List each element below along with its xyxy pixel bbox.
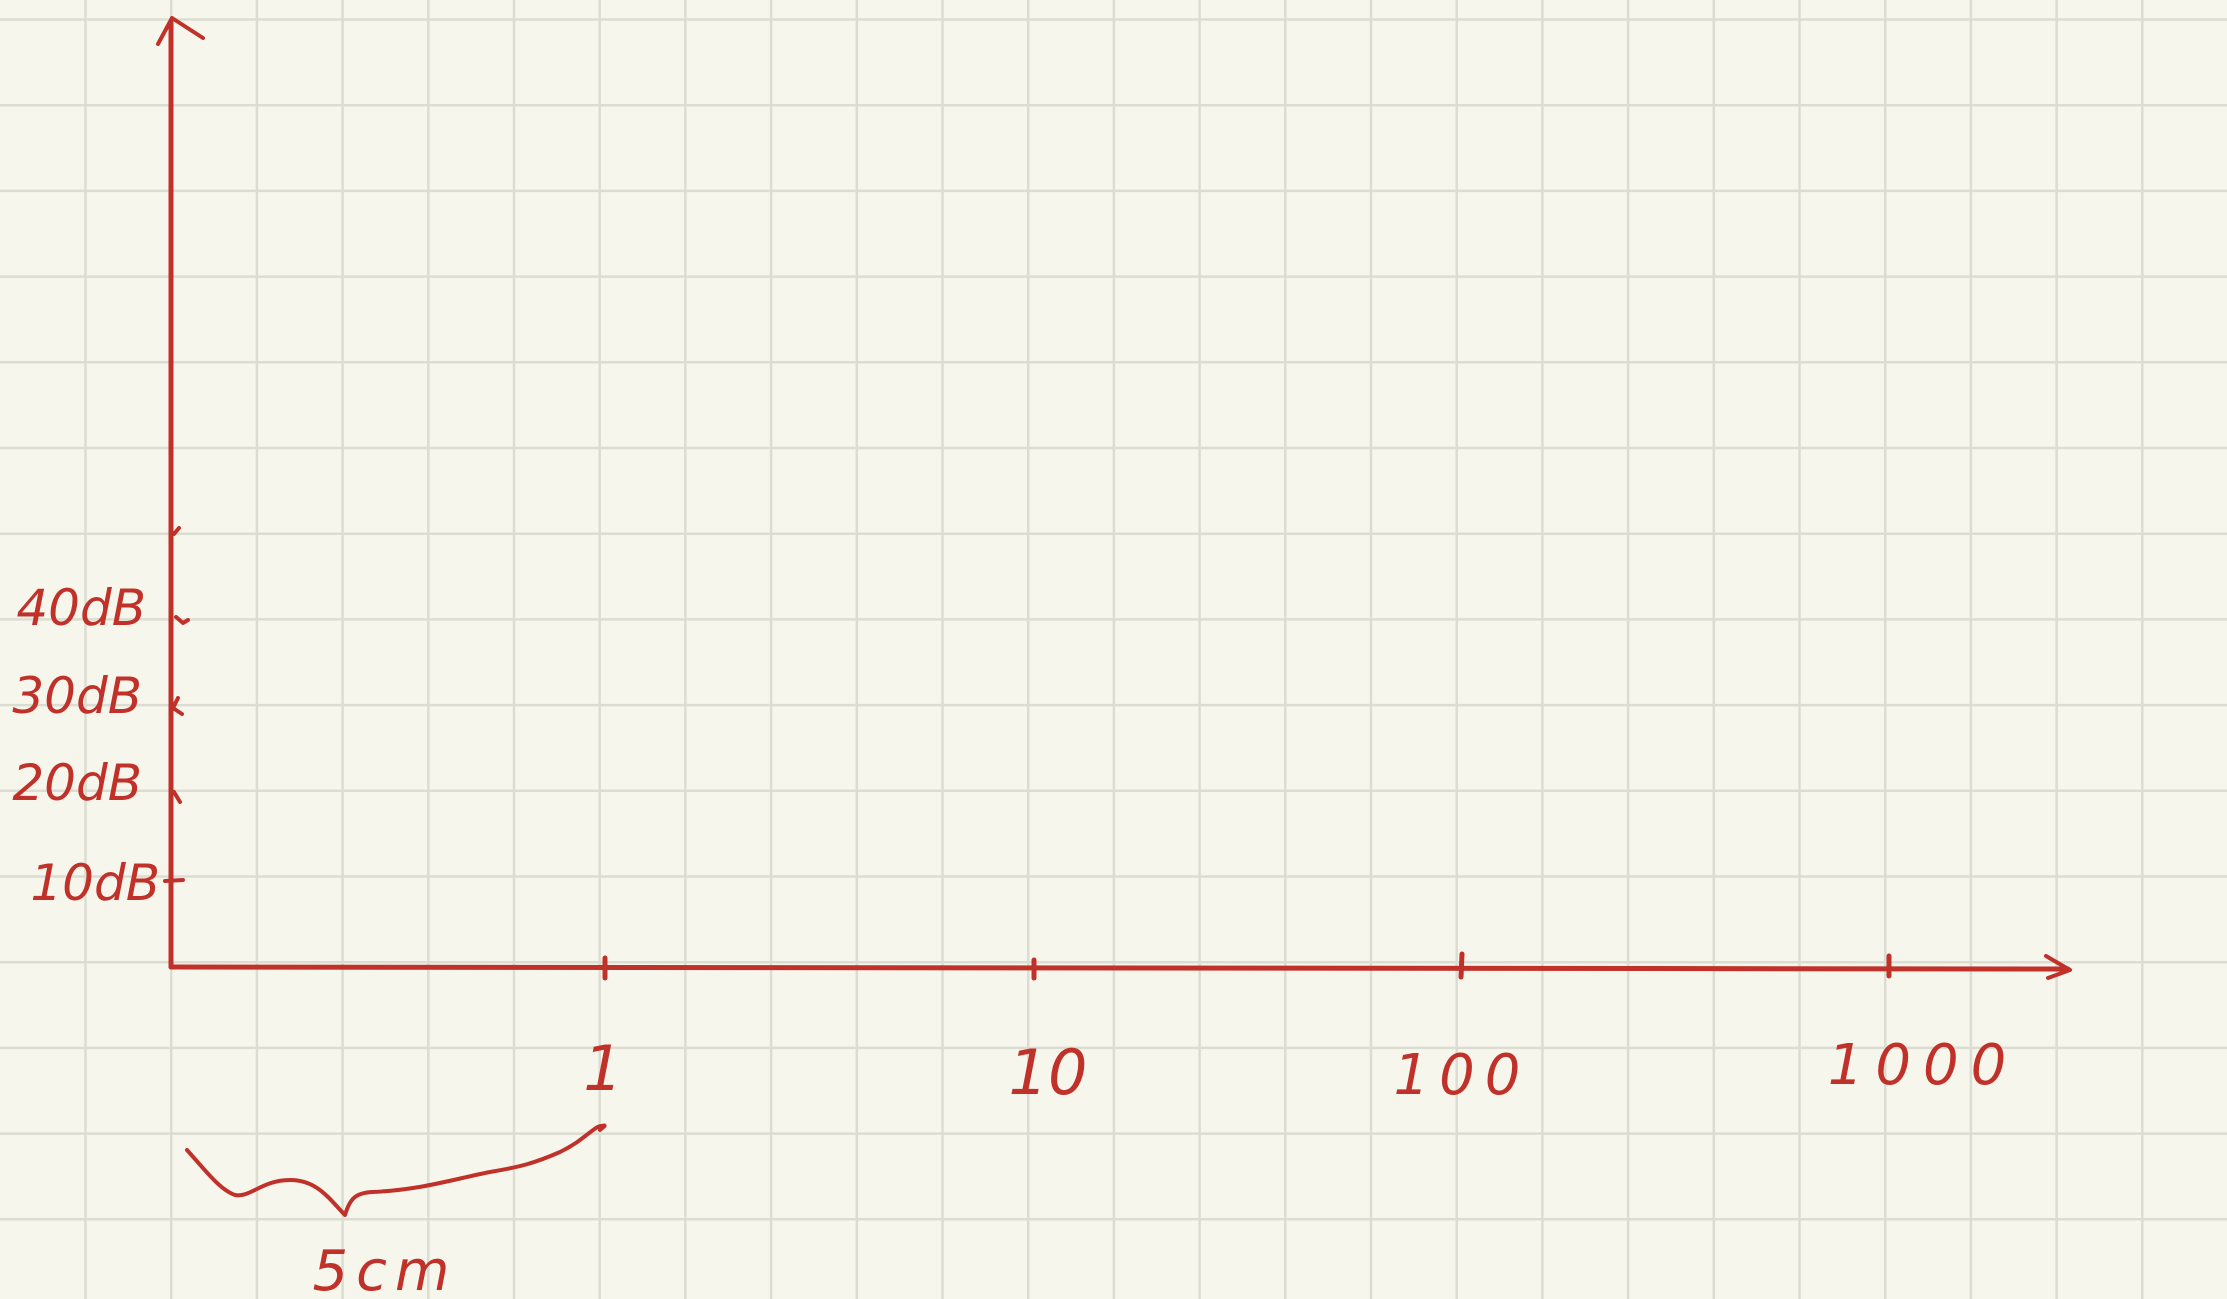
y-tick-40dB <box>174 615 190 625</box>
y-tick-30dB <box>171 696 184 716</box>
x-tick-label-100: 100 <box>1394 1043 1531 1108</box>
y-tick-20dB <box>172 790 182 804</box>
x-axis-arrowhead <box>2044 954 2072 980</box>
x-tick-label-1000: 1000 <box>1828 1033 2019 1098</box>
y-tick-label-20dB: 20dB <box>12 754 142 812</box>
y-axis-ticks <box>163 526 190 883</box>
x-tick-label-1: 1 <box>583 1032 622 1105</box>
curly-brace <box>185 1123 607 1217</box>
brace-annotation-label: 5cm <box>313 1239 458 1299</box>
axes <box>156 16 2072 980</box>
y-tick-label-30dB: 30dB <box>12 667 142 725</box>
x-tick-labels: 1 10 100 1000 <box>583 1032 2019 1109</box>
y-tick-10dB <box>163 878 185 883</box>
y-tick-label-40dB: 40dB <box>16 579 146 637</box>
y-tick-labels: 10dB 20dB 30dB 40dB <box>12 579 160 912</box>
y-tick-label-10dB: 10dB <box>30 854 160 912</box>
y-tick-top <box>172 526 181 536</box>
x-tick-label-10: 10 <box>1009 1036 1088 1109</box>
x-axis <box>168 964 2071 972</box>
y-axis-arrowhead <box>156 16 205 46</box>
x-tick-100 <box>1458 951 1465 980</box>
x-axis-ticks <box>602 951 1892 981</box>
